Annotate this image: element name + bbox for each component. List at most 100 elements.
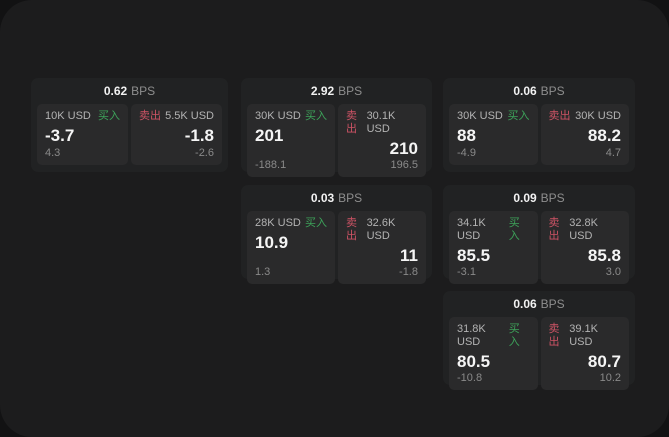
bps-unit: BPS <box>131 84 156 98</box>
quote-card-5: 0.09 BPS 34.1K USD 买入 85.5 -3.1 卖出 32.8K… <box>443 185 635 284</box>
sell-delta: 4.7 <box>605 147 621 159</box>
quote-body: 10K USD 买入 -3.7 4.3 卖出 5.5K USD -1.8 -2.… <box>31 104 228 172</box>
buy-side-label: 买入 <box>508 323 520 348</box>
sell-delta: -2.6 <box>195 147 214 159</box>
buy-notional: 31.8K USD <box>457 323 486 348</box>
sell-notional: 39.1K USD <box>569 323 598 348</box>
buy-quote-tile[interactable]: 10K USD 买入 -3.7 4.3 <box>37 104 128 165</box>
sell-price: 88.2 <box>587 126 621 145</box>
sell-price: 210 <box>389 139 418 158</box>
bps-value: 0.06 <box>513 297 537 311</box>
quote-body: 30K USD 买入 88 -4.9 卖出 30K USD 88.2 4.7 <box>443 104 635 172</box>
sell-tile-top: 卖出 39.1K USD <box>549 323 622 349</box>
sell-delta: 10.2 <box>599 372 621 384</box>
buy-price: 80.5 <box>457 352 491 371</box>
bps-value: 2.92 <box>310 84 335 98</box>
sell-quote-tile[interactable]: 卖出 32.6K USD 11 -1.8 <box>338 211 426 284</box>
bps-header: 0.06 BPS <box>443 291 635 317</box>
buy-tile-top: 30K USD 买入 <box>255 110 327 123</box>
sell-side-label: 卖出 <box>548 217 560 242</box>
sell-quote-tile[interactable]: 卖出 32.8K USD 85.8 3.0 <box>540 211 629 284</box>
buy-price: 201 <box>255 126 284 145</box>
sell-side-label: 卖出 <box>139 110 161 122</box>
quote-card-3: 0.06 BPS 30K USD 买入 88 -4.9 卖出 30K USD 8… <box>443 78 635 172</box>
buy-tile-top: 30K USD 买入 <box>457 110 530 123</box>
bps-value: 0.09 <box>513 191 537 205</box>
buy-notional: 10K USD <box>45 110 91 122</box>
bps-unit: BPS <box>338 84 363 98</box>
quote-card-6: 0.06 BPS 31.8K USD 买入 80.5 -10.8 卖出 39.1… <box>443 291 635 390</box>
buy-side-label: 买入 <box>98 110 120 122</box>
bps-header: 0.03 BPS <box>241 185 432 211</box>
buy-delta: -10.8 <box>457 372 483 384</box>
buy-tile-top: 28K USD 买入 <box>255 217 327 230</box>
buy-delta: -3.1 <box>457 266 476 278</box>
sell-tile-top: 卖出 30.1K USD <box>346 110 418 136</box>
buy-delta: 4.3 <box>45 147 61 159</box>
buy-notional: 28K USD <box>255 217 301 229</box>
buy-quote-tile[interactable]: 34.1K USD 买入 85.5 -3.1 <box>449 211 538 284</box>
buy-delta: -188.1 <box>255 159 287 171</box>
buy-notional: 34.1K USD <box>457 217 486 242</box>
quote-card-2: 2.92 BPS 30K USD 买入 201 -188.1 卖出 30.1K … <box>241 78 432 177</box>
sell-price: 85.8 <box>587 246 621 265</box>
sell-price: 80.7 <box>587 352 621 371</box>
buy-quote-tile[interactable]: 30K USD 买入 201 -188.1 <box>247 104 335 177</box>
buy-quote-tile[interactable]: 31.8K USD 买入 80.5 -10.8 <box>449 317 538 390</box>
buy-tile-top: 10K USD 买入 <box>45 110 120 123</box>
quote-body: 34.1K USD 买入 85.5 -3.1 卖出 32.8K USD 85.8… <box>443 211 635 291</box>
bps-value: 0.03 <box>310 191 335 205</box>
sell-delta: -1.8 <box>399 266 418 278</box>
sell-tile-top: 卖出 32.6K USD <box>346 217 418 243</box>
sell-quote-tile[interactable]: 卖出 5.5K USD -1.8 -2.6 <box>131 104 222 165</box>
buy-tile-top: 31.8K USD 买入 <box>457 323 530 349</box>
buy-price: 10.9 <box>255 233 289 252</box>
quote-body: 31.8K USD 买入 80.5 -10.8 卖出 39.1K USD 80.… <box>443 317 635 397</box>
quote-body: 30K USD 买入 201 -188.1 卖出 30.1K USD 210 1… <box>241 104 432 184</box>
buy-notional: 30K USD <box>255 110 301 122</box>
quote-card-1: 0.62 BPS 10K USD 买入 -3.7 4.3 卖出 5.5K USD… <box>31 78 228 172</box>
buy-side-label: 买入 <box>305 110 327 122</box>
buy-side-label: 买入 <box>305 217 327 229</box>
sell-price: 11 <box>400 246 418 265</box>
sell-side-label: 卖出 <box>548 110 571 122</box>
buy-price: 88 <box>457 126 476 145</box>
bps-value: 0.06 <box>513 84 537 98</box>
buy-tile-top: 34.1K USD 买入 <box>457 217 530 243</box>
buy-price: -3.7 <box>45 126 75 145</box>
sell-quote-tile[interactable]: 卖出 30.1K USD 210 196.5 <box>338 104 426 177</box>
buy-quote-tile[interactable]: 28K USD 买入 10.9 1.3 <box>247 211 335 284</box>
sell-notional: 30K USD <box>575 110 621 122</box>
buy-price: 85.5 <box>457 246 491 265</box>
sell-side-label: 卖出 <box>346 217 357 242</box>
buy-notional: 30K USD <box>457 110 503 122</box>
sell-price: -1.8 <box>184 126 214 145</box>
sell-delta: 3.0 <box>605 266 621 278</box>
sell-notional: 30.1K USD <box>366 110 396 135</box>
quote-body: 28K USD 买入 10.9 1.3 卖出 32.6K USD 11 -1.8 <box>241 211 432 291</box>
bps-unit: BPS <box>338 191 363 205</box>
sell-tile-top: 卖出 32.8K USD <box>549 217 622 243</box>
sell-tile-top: 卖出 30K USD <box>549 110 622 123</box>
sell-quote-tile[interactable]: 卖出 39.1K USD 80.7 10.2 <box>540 317 629 390</box>
sell-quote-tile[interactable]: 卖出 30K USD 88.2 4.7 <box>540 104 629 165</box>
sell-delta: 196.5 <box>390 159 418 171</box>
sell-notional: 32.6K USD <box>366 217 396 242</box>
bps-header: 0.62 BPS <box>31 78 228 104</box>
bps-header: 0.06 BPS <box>443 78 635 104</box>
quote-card-4: 0.03 BPS 28K USD 买入 10.9 1.3 卖出 32.6K US… <box>241 185 432 284</box>
bps-unit: BPS <box>540 297 565 311</box>
buy-delta: 1.3 <box>255 266 271 278</box>
bps-header: 0.09 BPS <box>443 185 635 211</box>
buy-side-label: 买入 <box>507 110 530 122</box>
buy-delta: -4.9 <box>457 147 476 159</box>
bps-unit: BPS <box>540 191 565 205</box>
sell-notional: 32.8K USD <box>569 217 598 242</box>
bps-unit: BPS <box>540 84 565 98</box>
sell-side-label: 卖出 <box>548 323 560 348</box>
sell-side-label: 卖出 <box>346 110 357 135</box>
sell-tile-top: 卖出 5.5K USD <box>139 110 214 123</box>
sell-notional: 5.5K USD <box>165 110 214 122</box>
buy-quote-tile[interactable]: 30K USD 买入 88 -4.9 <box>449 104 538 165</box>
